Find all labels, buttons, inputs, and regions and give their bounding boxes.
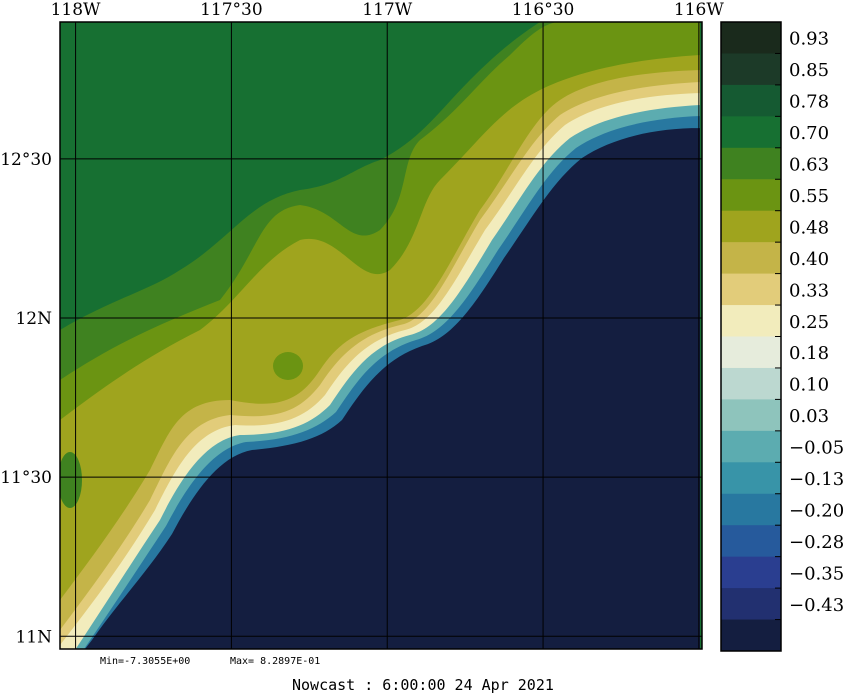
colorbar-swatch-17: [721, 556, 781, 589]
colorbar-label-14: −0.13: [789, 469, 844, 490]
x-tick-label-1: 117°30: [200, 0, 263, 20]
colorbar-label-13: −0.05: [789, 438, 844, 459]
colorbar-swatch-2: [721, 84, 781, 117]
colorbar-label-1: 0.85: [789, 60, 829, 81]
colorbar-label-10: 0.18: [789, 343, 829, 364]
colorbar-swatch-12: [721, 399, 781, 432]
colorbar-label-17: −0.35: [789, 563, 844, 584]
plot-frame: [59, 21, 703, 650]
x-tick-labels: 118W 117°30 117W 116°30 116W: [51, 0, 725, 20]
x-tick-label-0: 118W: [51, 0, 101, 20]
colorbar-swatch-18: [721, 588, 781, 621]
colorbar-label-6: 0.48: [789, 217, 829, 238]
y-tick-labels: 11N 11°30 12N 12°30: [0, 150, 52, 647]
colorbar-swatch-14: [721, 462, 781, 495]
colorbar-label-18: −0.43: [789, 595, 844, 616]
y-tick-label-2: 12N: [15, 309, 52, 329]
y-tick-label-1: 11°30: [0, 468, 52, 488]
colorbar-label-3: 0.70: [789, 123, 829, 144]
colorbar-swatch-6: [721, 210, 781, 243]
blob-green: [273, 352, 303, 380]
colorbar: 0.93 0.85 0.78 0.70 0.63 0.55 0.48 0.40 0.33 0.25…: [720, 21, 844, 652]
x-tick-label-3: 116°30: [512, 0, 575, 20]
colorbar-swatch-0: [721, 22, 781, 54]
colorbar-swatch-4: [721, 147, 781, 180]
colorbar-label-12: 0.03: [789, 406, 829, 427]
colorbar-swatch-3: [721, 116, 781, 149]
colorbar-swatch-11: [721, 367, 781, 400]
colorbar-label-7: 0.40: [789, 249, 829, 270]
grid-lines: [60, 22, 702, 649]
colorbar-label-4: 0.63: [789, 155, 829, 176]
colorbar-swatch-8: [721, 273, 781, 306]
colorbar-swatch-9: [721, 305, 781, 337]
blob-darkgreen: [60, 452, 82, 508]
colorbar-label-16: −0.28: [789, 532, 844, 553]
colorbar-label-8: 0.33: [789, 280, 829, 301]
colorbar-swatch-13: [721, 430, 781, 463]
colorbar-swatch-1: [721, 53, 781, 86]
contour-field: [60, 22, 702, 649]
x-tick-label-2: 117W: [362, 0, 412, 20]
colorbar-swatch-7: [721, 242, 781, 275]
x-tick-label-4: 116W: [674, 0, 724, 20]
min-max-label: Min=-7.3055E+00 Max= 8.2897E-01: [100, 656, 320, 667]
max-label: Max= 8.2897E-01: [230, 656, 320, 667]
colorbar-label-5: 0.55: [789, 186, 829, 207]
colorbar-label-11: 0.10: [789, 375, 829, 396]
footer-timestamp: Nowcast : 6:00:00 24 Apr 2021: [292, 676, 554, 694]
colorbar-swatch-5: [721, 179, 781, 212]
colorbar-label-2: 0.78: [789, 92, 829, 113]
colorbar-label-0: 0.93: [789, 29, 829, 50]
y-tick-label-3: 12°30: [0, 150, 52, 170]
band-navy: [85, 120, 700, 649]
colorbar-label-15: −0.20: [789, 500, 844, 521]
colorbar-swatch-16: [721, 525, 781, 558]
colorbar-swatch-19: [721, 619, 781, 652]
colorbar-swatch-15: [721, 493, 781, 526]
y-tick-label-0: 11N: [15, 627, 52, 647]
min-label: Min=-7.3055E+00: [100, 656, 190, 667]
colorbar-swatch-10: [721, 336, 781, 369]
colorbar-label-9: 0.25: [789, 312, 829, 333]
